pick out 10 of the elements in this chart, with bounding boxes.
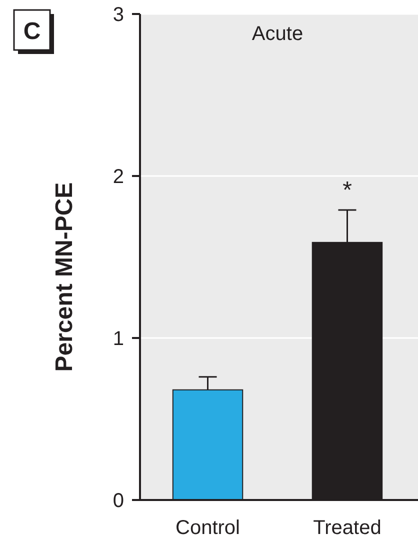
- y-axis-title: Percent MN-PCE: [51, 182, 78, 372]
- annotation: *: [342, 177, 352, 204]
- y-tick-label: 2: [112, 166, 124, 188]
- y-tick-label: 3: [112, 4, 124, 26]
- y-tick-label: 0: [112, 490, 124, 512]
- x-tick-label: Treated: [313, 517, 382, 539]
- y-tick-label: 1: [112, 328, 124, 350]
- text: C: [23, 18, 41, 45]
- x-tick-label: Control: [176, 517, 240, 539]
- chart-title: Acute: [252, 23, 304, 45]
